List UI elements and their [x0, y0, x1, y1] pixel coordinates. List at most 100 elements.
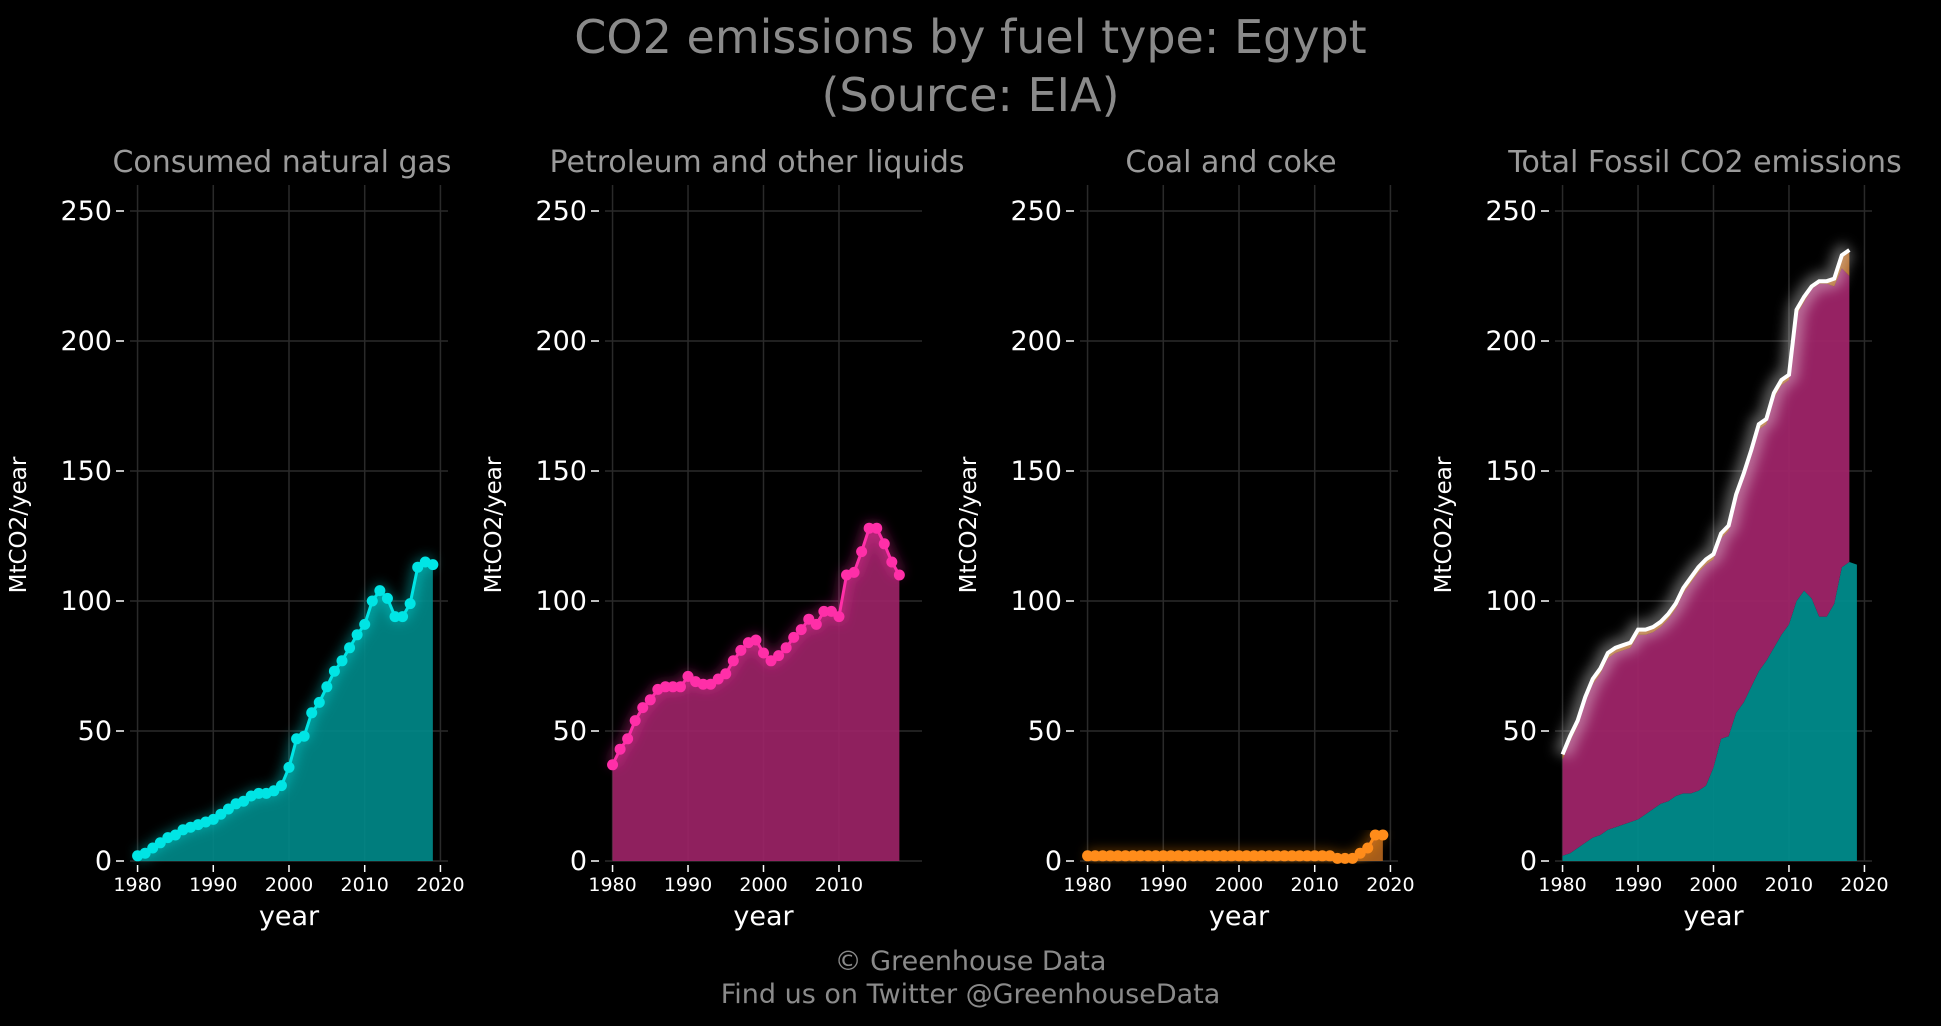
y-tick-label: 150 — [60, 456, 112, 487]
y-tick-label: 150 — [535, 456, 587, 487]
data-point — [1195, 850, 1207, 862]
data-point — [1377, 829, 1389, 841]
y-tick-label: 250 — [1485, 196, 1537, 227]
data-point — [397, 611, 409, 623]
x-tick-label: 1980 — [588, 874, 636, 896]
x-tick-label: 1980 — [1538, 874, 1586, 896]
panel-title: Consumed natural gas — [112, 145, 451, 180]
data-point — [1150, 850, 1162, 862]
data-point — [1316, 850, 1328, 862]
data-point — [629, 715, 641, 727]
y-tick-label: 100 — [535, 586, 587, 617]
data-point — [1233, 850, 1245, 862]
y-tick-label: 50 — [1503, 716, 1537, 747]
data-point — [659, 681, 671, 693]
x-tick-label: 2010 — [815, 874, 863, 896]
data-point — [697, 678, 709, 690]
data-point — [773, 650, 785, 662]
data-point — [1286, 850, 1298, 862]
data-point — [780, 642, 792, 654]
x-axis-label: year — [1209, 901, 1270, 932]
y-tick-label: 200 — [60, 326, 112, 357]
data-point — [306, 707, 318, 719]
panel-1: Consumed natural gas 0 50 100 150 200 250 1980 1… — [6, 145, 465, 932]
panel-2: Petroleum and other liquids 0 50 100 150 200 2… — [481, 145, 965, 932]
y-axis-label: MtCO2/year — [1431, 456, 1457, 593]
data-point — [1309, 850, 1321, 862]
data-point — [1135, 850, 1147, 862]
x-tick-label: 1980 — [1063, 874, 1111, 896]
x-tick-label: 2000 — [1215, 874, 1263, 896]
data-point — [1089, 850, 1101, 862]
panel-4: Total Fossil CO2 emissions 0 50 100 150 200 25… — [1431, 145, 1902, 932]
data-point — [878, 538, 890, 550]
x-tick-label: 1990 — [189, 874, 237, 896]
data-point — [614, 743, 626, 755]
y-tick-label: 0 — [570, 846, 587, 877]
y-tick-label: 0 — [95, 846, 112, 877]
data-point — [674, 681, 686, 693]
data-point — [351, 629, 363, 641]
x-axis-label: year — [259, 901, 320, 932]
stacked-area-1 — [1562, 562, 1857, 861]
data-point — [313, 696, 325, 708]
data-point — [1225, 850, 1237, 862]
data-point — [283, 761, 295, 773]
y-tick-label: 250 — [1010, 196, 1062, 227]
data-point — [810, 618, 822, 630]
data-point — [727, 655, 739, 667]
data-point — [381, 592, 393, 604]
y-tick-label: 150 — [1010, 456, 1062, 487]
data-point — [818, 605, 830, 617]
data-point — [735, 644, 747, 656]
y-tick-label: 150 — [1485, 456, 1537, 487]
data-point — [1218, 850, 1230, 862]
y-tick-label: 250 — [60, 196, 112, 227]
stacked-area-2 — [1562, 268, 1850, 856]
data-point — [893, 569, 905, 581]
data-point — [1331, 852, 1343, 864]
data-point — [1082, 850, 1094, 862]
x-tick-label: 2010 — [341, 874, 389, 896]
data-point — [321, 681, 333, 693]
data-point — [622, 733, 634, 745]
y-tick-label: 100 — [1485, 586, 1537, 617]
data-point — [720, 668, 732, 680]
data-point — [359, 618, 371, 630]
y-tick-label: 100 — [1010, 586, 1062, 617]
data-point — [275, 780, 287, 792]
data-point — [758, 647, 769, 659]
y-tick-label: 200 — [1485, 326, 1537, 357]
x-tick-label: 2020 — [416, 874, 464, 896]
y-tick-label: 50 — [78, 716, 112, 747]
x-tick-label: 2000 — [1689, 874, 1737, 896]
data-point — [336, 655, 348, 667]
data-point — [427, 559, 439, 571]
chart-title-line-1: CO2 emissions by fuel type: Egypt — [574, 10, 1367, 64]
footer: © Greenhouse Data Find us on Twitter @Gr… — [0, 945, 1941, 1011]
data-point — [637, 702, 649, 714]
y-tick-label: 200 — [1010, 326, 1062, 357]
data-point — [1180, 850, 1192, 862]
footer-twitter: Find us on Twitter @GreenhouseData — [720, 979, 1221, 1010]
x-tick-label: 2010 — [1765, 874, 1813, 896]
x-axis-label: year — [733, 901, 794, 932]
data-point — [788, 631, 800, 643]
data-point — [1210, 850, 1222, 862]
data-point — [344, 642, 356, 654]
data-point — [863, 522, 875, 534]
data-point — [1172, 850, 1184, 862]
x-tick-label: 2000 — [265, 874, 313, 896]
data-point — [1294, 850, 1306, 862]
data-point — [833, 611, 845, 623]
data-point — [328, 665, 340, 677]
x-tick-label: 1990 — [1139, 874, 1187, 896]
y-tick-label: 250 — [535, 196, 587, 227]
data-point — [856, 546, 868, 558]
data-point — [1188, 850, 1200, 862]
data-point — [644, 694, 656, 706]
data-point — [1127, 850, 1139, 862]
chart-title: CO2 emissions by fuel type: Egypt (Sourc… — [0, 8, 1941, 124]
chart-title-line-2: (Source: EIA) — [821, 68, 1120, 122]
panel-title: Total Fossil CO2 emissions — [1507, 145, 1901, 180]
